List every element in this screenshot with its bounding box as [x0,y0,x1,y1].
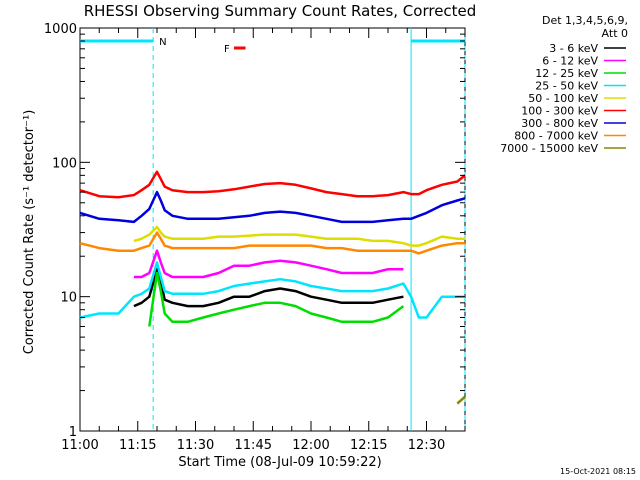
x-tick-label: 12:00 [292,438,329,453]
y-axis-label: Corrected Count Rate (s⁻¹ detector⁻¹) [22,110,37,355]
series-line-4 [133,225,465,247]
chart-title: RHESSI Observing Summary Count Rates, Co… [84,2,477,20]
legend-header-line2: Att 0 [602,27,628,40]
legend-label: 300 - 800 keV [521,117,598,130]
legend-label: 12 - 25 keV [535,67,598,80]
x-axis: 11:00 11:15 11:30 11:45 12:00 12:15 12:30 [61,28,466,453]
legend-header-line1: Det 1,3,4,5,6,9, [542,14,628,27]
x-tick-label: 11:00 [61,438,98,453]
y-tick-label: 10 [60,291,77,306]
flag-label-F: F [224,44,230,55]
y-tick-label: 100 [52,156,77,171]
y-tick-label: 1000 [44,22,77,37]
y-axis: 1 10 100 1000 [44,22,465,440]
legend-label: 6 - 12 keV [542,55,598,68]
x-tick-label: 12:30 [408,438,445,453]
plot-frame [79,27,466,432]
series-line-2 [148,271,405,327]
series-line-8 [456,395,466,405]
legend-label: 100 - 300 keV [521,105,598,118]
series-line-6 [79,190,466,224]
flag-label-N: N [159,37,166,48]
plot-area: NF [79,27,466,432]
legend-label: 25 - 50 keV [535,80,598,93]
legend-label: 7000 - 15000 keV [500,142,598,155]
legend-label: 50 - 100 keV [528,92,598,105]
series-line-1 [133,249,404,279]
legend-label: 800 - 7000 keV [514,130,598,143]
series-line-5 [79,170,466,199]
series-line-0 [133,267,404,308]
footer-date: 15-Oct-2021 08:15 [560,467,636,476]
x-axis-label: Start Time (08-Jul-09 10:59:22) [178,455,381,470]
x-tick-label: 12:15 [350,438,387,453]
x-tick-label: 11:30 [177,438,214,453]
legend-label: 3 - 6 keV [549,42,598,55]
series-line-3 [79,261,465,319]
x-tick-label: 11:45 [235,438,272,453]
x-tick-label: 11:15 [119,438,156,453]
y-tick-label: 1 [69,425,77,440]
series-line-7 [79,231,465,255]
